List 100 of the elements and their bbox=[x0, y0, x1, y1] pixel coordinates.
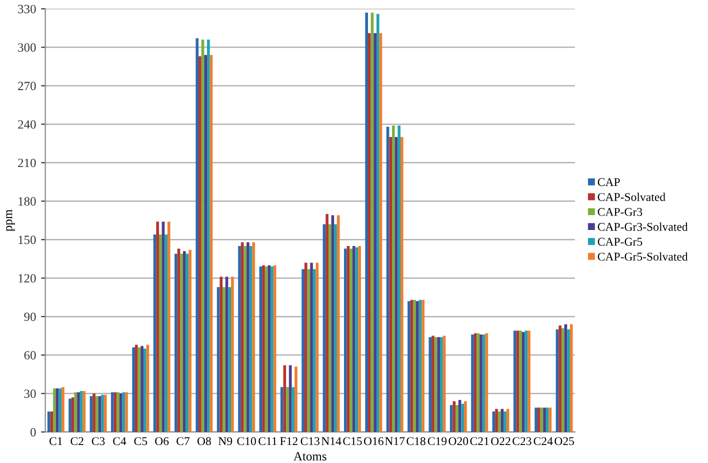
bar bbox=[513, 330, 516, 432]
x-tick-label: C18 bbox=[406, 437, 426, 446]
bar bbox=[440, 337, 443, 432]
bar bbox=[71, 397, 74, 432]
y-tick-label: 90 bbox=[24, 312, 36, 322]
bar bbox=[158, 234, 162, 432]
x-tick-label: C1 bbox=[50, 437, 62, 446]
bar bbox=[374, 33, 376, 432]
bar bbox=[204, 54, 208, 432]
bar bbox=[495, 408, 498, 432]
bar bbox=[498, 411, 501, 432]
bar bbox=[452, 401, 456, 432]
legend-label: CAP-Solvated bbox=[598, 192, 666, 202]
bar bbox=[180, 254, 184, 432]
bar bbox=[268, 265, 271, 432]
x-tick-label: C2 bbox=[70, 437, 84, 446]
bar bbox=[58, 388, 62, 432]
bar bbox=[376, 14, 380, 432]
y-tick-label: 210 bbox=[18, 158, 36, 168]
x-tick-label: N17 bbox=[385, 437, 405, 446]
bar bbox=[476, 333, 480, 432]
y-tick-label: 300 bbox=[18, 43, 36, 52]
bar bbox=[92, 394, 96, 432]
bar bbox=[228, 287, 232, 432]
bar bbox=[95, 396, 98, 432]
bar bbox=[456, 405, 458, 432]
x-tick-label: N14 bbox=[321, 437, 342, 446]
bar bbox=[528, 330, 530, 432]
bar bbox=[302, 269, 304, 432]
bar bbox=[504, 411, 506, 432]
bar bbox=[543, 408, 546, 432]
x-tick-label: C24 bbox=[534, 437, 553, 446]
bar bbox=[134, 344, 138, 432]
bar bbox=[116, 392, 120, 432]
bar bbox=[143, 348, 146, 432]
bar bbox=[567, 329, 570, 432]
x-tick-label: C10 bbox=[237, 437, 256, 446]
x-tick-label: O16 bbox=[364, 437, 384, 446]
bar bbox=[110, 392, 114, 432]
bar bbox=[132, 347, 135, 432]
x-tick-label: O22 bbox=[491, 437, 510, 446]
bar bbox=[164, 234, 168, 432]
bar bbox=[82, 390, 86, 432]
bar bbox=[174, 254, 178, 432]
bar bbox=[352, 246, 356, 432]
x-tick-label: C5 bbox=[134, 437, 148, 446]
legend-label: CAP bbox=[598, 178, 620, 186]
bar bbox=[47, 411, 50, 432]
bar bbox=[238, 246, 241, 432]
bar bbox=[252, 242, 256, 432]
x-tick-label: C3 bbox=[92, 437, 105, 446]
bar bbox=[292, 387, 295, 432]
bar bbox=[561, 328, 564, 432]
x-tick-label: O20 bbox=[448, 437, 468, 446]
x-tick-label: O6 bbox=[155, 437, 169, 446]
bar bbox=[389, 137, 392, 432]
bar bbox=[464, 401, 467, 432]
bar bbox=[358, 246, 361, 432]
bar bbox=[312, 269, 316, 432]
y-tick-label: 240 bbox=[18, 120, 36, 129]
x-tick-label: F12 bbox=[280, 437, 298, 446]
bar bbox=[62, 387, 64, 432]
x-tick-label: C4 bbox=[113, 437, 126, 446]
bar bbox=[422, 300, 424, 432]
bar bbox=[244, 246, 247, 432]
bar bbox=[119, 394, 122, 432]
bar bbox=[280, 387, 284, 432]
y-tick-label: 0 bbox=[30, 428, 36, 436]
y-tick-label: 180 bbox=[18, 197, 36, 206]
bar bbox=[485, 333, 488, 432]
x-tick-label: C13 bbox=[300, 437, 320, 446]
bar bbox=[546, 408, 549, 432]
y-tick-label: 60 bbox=[24, 351, 36, 360]
bar bbox=[534, 408, 538, 432]
bar bbox=[326, 214, 328, 432]
bar bbox=[413, 300, 416, 432]
bar bbox=[480, 334, 482, 432]
bar bbox=[398, 125, 400, 432]
x-tick-label: C23 bbox=[512, 437, 532, 446]
bar bbox=[392, 125, 395, 432]
bar bbox=[188, 250, 192, 432]
x-tick-label: O8 bbox=[197, 437, 211, 446]
legend-label: CAP-Gr3-Solvated bbox=[598, 222, 688, 231]
bar bbox=[222, 287, 226, 432]
bar bbox=[167, 222, 170, 432]
x-tick-label: N9 bbox=[218, 437, 232, 446]
bar bbox=[400, 137, 404, 432]
x-tick-label: O25 bbox=[554, 437, 574, 446]
bar bbox=[156, 222, 159, 432]
bar bbox=[558, 326, 562, 432]
bar bbox=[428, 337, 432, 432]
bar bbox=[432, 336, 434, 432]
bar bbox=[68, 398, 72, 432]
y-tick-label: 150 bbox=[18, 236, 36, 244]
bar bbox=[196, 38, 199, 432]
bar bbox=[519, 330, 522, 432]
bar bbox=[246, 242, 250, 432]
bar bbox=[570, 324, 573, 432]
bar bbox=[334, 224, 337, 432]
y-tick-label: 120 bbox=[18, 274, 36, 283]
